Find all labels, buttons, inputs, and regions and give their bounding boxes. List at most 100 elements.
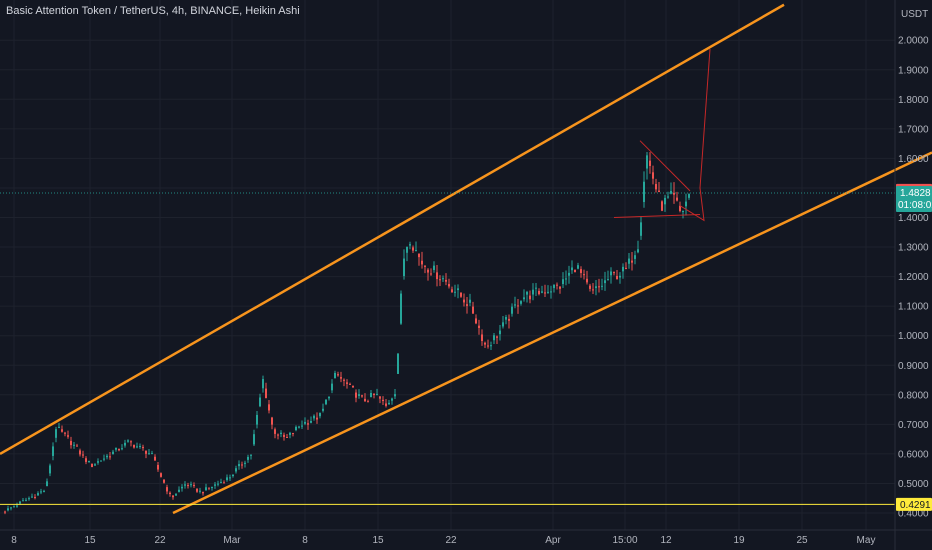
candle-body bbox=[676, 197, 678, 201]
candle-body bbox=[109, 456, 111, 458]
candle-body bbox=[295, 426, 297, 431]
chart-title: Basic Attention Token / TetherUS, 4h, BI… bbox=[6, 5, 300, 17]
price-tick-label: 0.4000 bbox=[898, 509, 929, 520]
candle-body bbox=[238, 464, 240, 467]
candle-body bbox=[436, 272, 438, 280]
candle-body bbox=[97, 461, 99, 463]
candle-body bbox=[304, 421, 306, 424]
time-tick-label: 25 bbox=[796, 535, 808, 546]
candle-body bbox=[49, 465, 51, 474]
candle-body bbox=[7, 508, 9, 511]
candle-body bbox=[169, 492, 171, 495]
candle-body bbox=[160, 473, 162, 477]
candle-body bbox=[94, 464, 96, 466]
candle-body bbox=[280, 432, 282, 434]
candle-body bbox=[445, 279, 447, 282]
candle-body bbox=[415, 250, 417, 252]
candle-body bbox=[538, 290, 540, 295]
candle-body bbox=[328, 397, 330, 399]
candle-body bbox=[139, 446, 141, 448]
candle-body bbox=[649, 160, 651, 166]
candle-body bbox=[544, 292, 546, 294]
time-tick-label: 15:00 bbox=[612, 535, 637, 546]
candle-body bbox=[625, 267, 627, 269]
candle-body bbox=[559, 286, 561, 289]
candle-body bbox=[67, 435, 69, 437]
price-tick-label: 1.9000 bbox=[898, 65, 929, 76]
candle-body bbox=[163, 479, 165, 483]
candle-body bbox=[667, 196, 669, 198]
candle-body bbox=[610, 271, 612, 276]
candle-body bbox=[34, 497, 36, 499]
time-tick-label: 15 bbox=[84, 535, 96, 546]
candle-body bbox=[430, 273, 432, 275]
candle-body bbox=[187, 485, 189, 487]
candle-body bbox=[310, 420, 312, 423]
price-tick-label: 1.3000 bbox=[898, 243, 929, 254]
candle-body bbox=[451, 289, 453, 293]
candle-body bbox=[391, 398, 393, 401]
candle-body bbox=[277, 434, 279, 436]
candle-body bbox=[505, 316, 507, 320]
candle-body bbox=[307, 423, 309, 425]
price-tag-label: 1.4828 bbox=[900, 188, 931, 199]
candle-body bbox=[211, 487, 213, 489]
candle-body bbox=[286, 436, 288, 438]
candle-body bbox=[595, 286, 597, 289]
price-tick-label: 0.8000 bbox=[898, 390, 929, 401]
candle-body bbox=[394, 394, 396, 397]
candle-body bbox=[346, 382, 348, 384]
candle-body bbox=[370, 392, 372, 398]
price-tag-label: 0.4291 bbox=[900, 500, 931, 511]
candle-body bbox=[412, 247, 414, 251]
price-tick-label: 0.6000 bbox=[898, 449, 929, 460]
candle-body bbox=[475, 318, 477, 324]
candle-body bbox=[388, 402, 390, 405]
candle-body bbox=[25, 499, 27, 501]
candle-body bbox=[469, 299, 471, 303]
price-tick-label: 1.6000 bbox=[898, 154, 929, 165]
candle-body bbox=[658, 190, 660, 192]
price-tick-label: 1.8000 bbox=[898, 95, 929, 106]
candle-body bbox=[223, 482, 225, 484]
candle-body bbox=[46, 481, 48, 487]
candle-body bbox=[199, 490, 201, 492]
price-unit-label: USDT bbox=[901, 9, 928, 20]
candle-body bbox=[13, 506, 15, 508]
candle-body bbox=[670, 190, 672, 194]
candle-body bbox=[121, 448, 123, 450]
triangle-upper-line bbox=[639, 140, 691, 192]
candle-body bbox=[499, 330, 501, 335]
candle-body bbox=[586, 278, 588, 283]
candle-body bbox=[496, 336, 498, 338]
time-axis[interactable]: 8 15 22 Mar 8 15 22 Apr 15:00 12 19 25 May bbox=[0, 529, 932, 546]
time-tick-label: 22 bbox=[154, 535, 166, 546]
candle-body bbox=[613, 272, 615, 274]
candle-body bbox=[73, 444, 75, 446]
candle-body bbox=[484, 342, 486, 345]
candle-body bbox=[337, 374, 339, 376]
candle-body bbox=[235, 468, 237, 472]
candle-body bbox=[373, 393, 375, 395]
candle-body bbox=[607, 279, 609, 281]
price-axis[interactable]: 0.4000 0.5000 0.6000 0.7000 0.8000 0.9000 1.00… bbox=[894, 0, 929, 550]
candle-body bbox=[460, 292, 462, 297]
candle-body bbox=[112, 451, 114, 455]
candle-body bbox=[478, 325, 480, 328]
candle-body bbox=[85, 458, 87, 462]
candle-body bbox=[289, 432, 291, 435]
candle-body bbox=[616, 275, 618, 280]
candle-body bbox=[220, 481, 222, 483]
trend-drawings[interactable] bbox=[0, 3, 932, 515]
price-tag bbox=[896, 497, 932, 511]
candle-body bbox=[262, 379, 264, 389]
candle-body bbox=[37, 493, 39, 496]
triangle-lower-line bbox=[613, 214, 701, 218]
candle-body bbox=[142, 447, 144, 449]
candle-body bbox=[367, 401, 369, 403]
candle-body bbox=[175, 494, 177, 496]
candle-body bbox=[397, 353, 399, 374]
candle-body bbox=[316, 417, 318, 420]
